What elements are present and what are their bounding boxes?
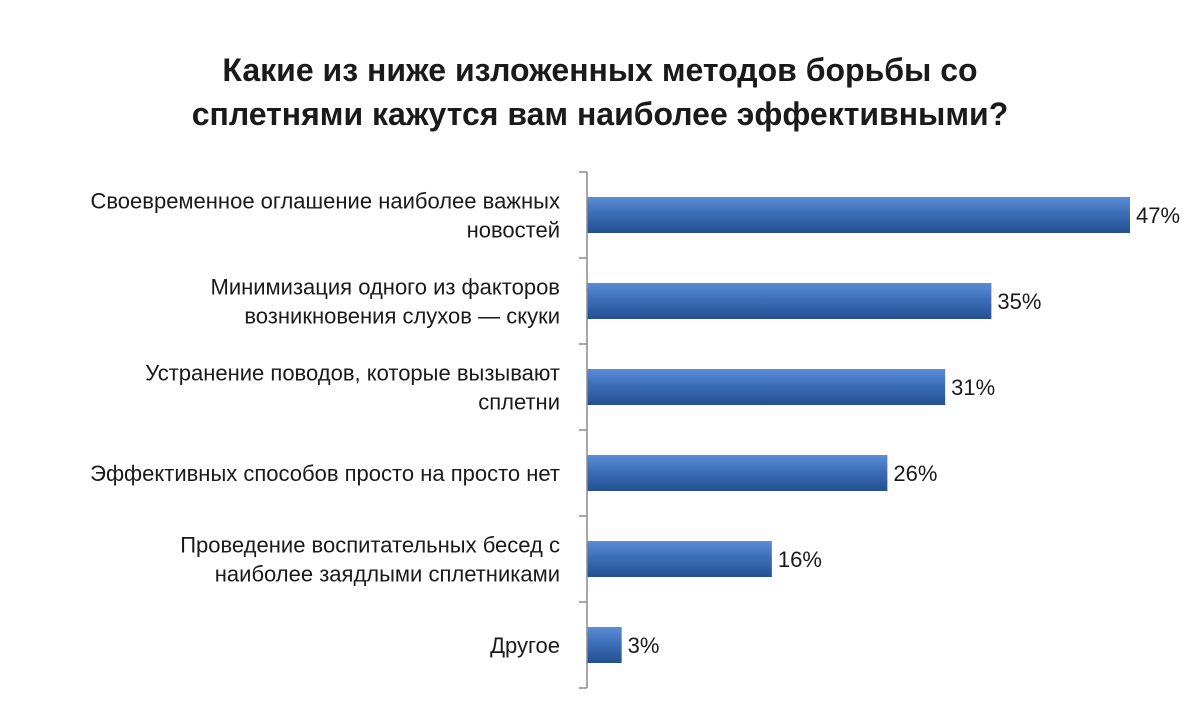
value-labels-layer: 47% 35% 31% 26% 16% 3%: [628, 203, 1180, 658]
category-labels-layer: Своевременное оглашение наиболее важных н…: [90, 189, 560, 659]
category-label: Проведение воспитательных бесед с наиболе…: [180, 533, 560, 587]
category-label: Устранение поводов, которые вызывают спле…: [145, 361, 560, 415]
value-label: 16%: [778, 547, 822, 572]
category-label: Минимизация одного из факторов возникнове…: [211, 275, 561, 329]
value-label: 31%: [951, 375, 995, 400]
category-label: Эффективных способов просто на просто не…: [90, 461, 560, 486]
bar: [587, 627, 622, 663]
bar: [587, 197, 1130, 233]
bar: [587, 369, 946, 405]
bar: [587, 541, 772, 577]
bar: [587, 283, 992, 319]
bar: [587, 455, 888, 491]
value-label: 47%: [1136, 203, 1180, 228]
category-label: Своевременное оглашение наиболее важных н…: [90, 189, 560, 243]
axis-layer: [579, 171, 588, 689]
category-label: Другое: [490, 633, 560, 658]
bars-layer: [587, 197, 1130, 663]
value-label: 35%: [997, 289, 1041, 314]
value-label: 26%: [893, 461, 937, 486]
value-label: 3%: [628, 633, 660, 658]
chart-title: Какие из ниже изложенных методов борьбы …: [191, 52, 1009, 132]
